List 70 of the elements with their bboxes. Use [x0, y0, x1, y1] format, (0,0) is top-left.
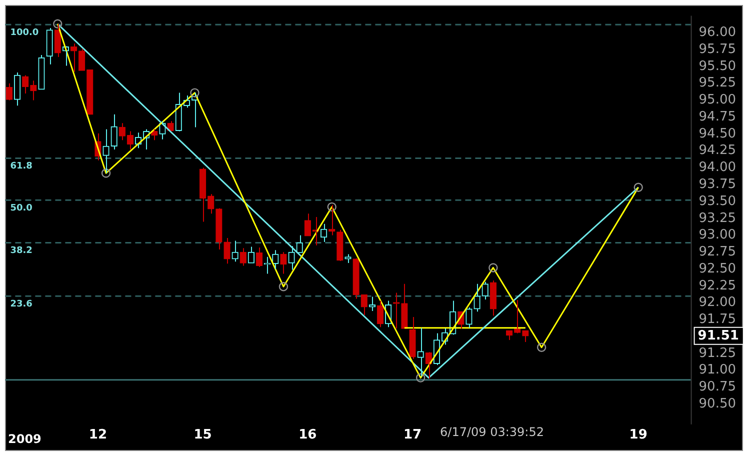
annotation: 50.0 — [10, 204, 32, 214]
y-tick-label: 92.75 — [698, 244, 736, 260]
x-tick-label: 15 — [194, 428, 212, 443]
y-tick-label: 93.50 — [698, 194, 736, 209]
candlestick — [6, 82, 13, 100]
candlestick — [14, 72, 21, 106]
candlestick — [482, 281, 488, 300]
y-tick-label: 95.75 — [698, 42, 736, 57]
candlestick — [248, 246, 255, 264]
candlestick — [376, 300, 384, 328]
y-tick-label: 92.00 — [698, 295, 736, 310]
candlestick — [110, 114, 118, 150]
y-tick-label: 96.00 — [698, 25, 736, 40]
x-tick-label: 17 — [403, 428, 422, 443]
y-tick-label: 91.75 — [698, 312, 736, 328]
text: 6/17/09 03:39:52 — [440, 425, 544, 440]
candlestick — [288, 246, 295, 270]
candlestick — [344, 254, 352, 264]
candlestick — [522, 330, 529, 343]
candlestick — [38, 54, 45, 90]
y-tick-label: 94.25 — [698, 143, 736, 158]
y-tick-label: 92.25 — [698, 278, 736, 294]
candlestick — [474, 283, 480, 312]
candlestick — [78, 48, 86, 71]
candlestick — [393, 292, 400, 329]
text: 91.51 — [698, 328, 739, 344]
y-tick-label: 95.50 — [698, 58, 736, 74]
candlestick — [514, 300, 521, 333]
candlestick — [425, 352, 432, 379]
candlestick — [46, 27, 53, 65]
y-tick-label: 93.25 — [698, 210, 736, 226]
candlestick — [30, 80, 37, 101]
candlestick — [466, 307, 472, 328]
y-tick-label: 95.25 — [698, 76, 736, 91]
candlestick — [401, 283, 408, 329]
candlestick — [232, 240, 238, 262]
y-tick-label: 94.75 — [698, 109, 736, 124]
candlestick — [256, 246, 263, 268]
candlestick — [312, 216, 320, 246]
y-tick-label: 90.75 — [698, 380, 736, 395]
candlestick — [336, 229, 344, 261]
y-tick-label: 95.00 — [698, 92, 736, 108]
y-tick-label: 90.50 — [698, 396, 736, 412]
candlestick — [224, 238, 230, 264]
x-tick-label: 12 — [88, 428, 107, 443]
candlestick — [360, 294, 368, 316]
candlestick — [240, 248, 246, 266]
annotation: 38.2 — [10, 246, 32, 256]
x-tick-label: 19 — [629, 428, 648, 443]
y-tick-label: 93.75 — [698, 177, 736, 192]
annotation: 61.8 — [10, 162, 32, 172]
text: 2009 — [8, 432, 42, 446]
annotation: 100.0 — [10, 28, 39, 38]
y-tick-label: 93.00 — [698, 228, 736, 243]
candlestick — [208, 194, 214, 214]
candlestick — [490, 280, 497, 316]
y-tick-label: 91.00 — [698, 362, 736, 378]
candlestick — [216, 208, 222, 250]
candlestick — [352, 258, 360, 300]
y-tick-label: 94.00 — [698, 160, 736, 176]
annotation: 23.6 — [10, 299, 32, 310]
candlestick — [506, 330, 513, 340]
candlestick — [199, 167, 206, 222]
candlestick — [409, 316, 416, 360]
x-tick-label: 16 — [298, 428, 317, 443]
candlestick — [304, 213, 311, 236]
candlestick — [320, 223, 328, 243]
y-tick-label: 92.50 — [698, 261, 736, 276]
y-tick-label: 94.50 — [698, 126, 736, 142]
y-tick-label: 91.25 — [698, 346, 736, 361]
